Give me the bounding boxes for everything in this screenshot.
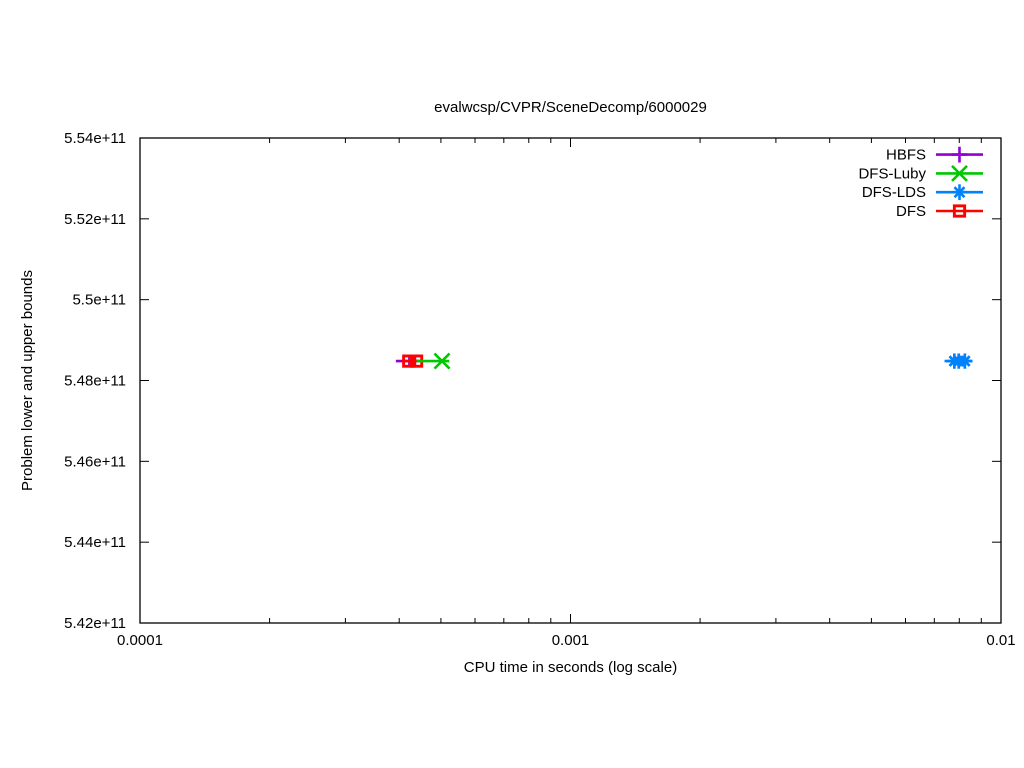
svg-text:DFS-LDS: DFS-LDS [862, 184, 926, 201]
svg-text:5.46e+11: 5.46e+11 [64, 453, 126, 470]
svg-text:DFS: DFS [896, 203, 926, 220]
svg-text:HBFS: HBFS [886, 147, 926, 164]
svg-text:DFS-Luby: DFS-Luby [858, 165, 926, 182]
svg-text:0.01: 0.01 [986, 632, 1015, 649]
svg-text:Problem lower and upper bounds: Problem lower and upper bounds [19, 270, 36, 491]
svg-text:5.44e+11: 5.44e+11 [64, 534, 126, 551]
svg-text:5.5e+11: 5.5e+11 [72, 292, 126, 309]
svg-text:5.48e+11: 5.48e+11 [64, 373, 126, 390]
svg-text:5.42e+11: 5.42e+11 [64, 615, 126, 632]
svg-text:5.54e+11: 5.54e+11 [64, 130, 126, 147]
svg-text:CPU time in seconds (log scale: CPU time in seconds (log scale) [464, 659, 677, 676]
svg-text:0.0001: 0.0001 [117, 632, 163, 649]
svg-text:evalwcsp/CVPR/SceneDecomp/6000: evalwcsp/CVPR/SceneDecomp/6000029 [434, 99, 707, 116]
svg-text:0.001: 0.001 [552, 632, 590, 649]
svg-text:5.52e+11: 5.52e+11 [64, 211, 126, 228]
